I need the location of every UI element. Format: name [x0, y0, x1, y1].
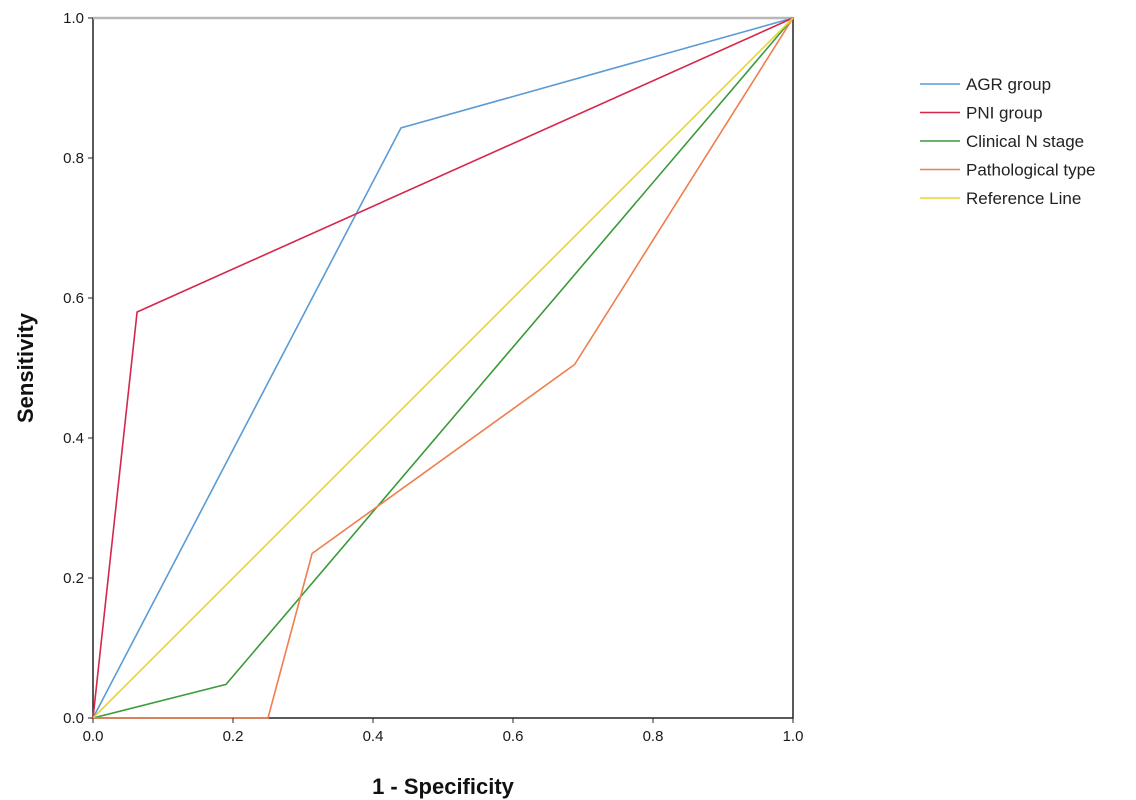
y-axis-ticks: 0.0 0.2 0.4 0.6 0.8 1.0	[63, 10, 93, 727]
x-tick-label: 0.0	[83, 728, 104, 745]
series-line-agr-group	[92, 17, 794, 719]
series-line-pni-group	[92, 17, 794, 719]
series-line-clinical-n-stage	[92, 17, 794, 719]
series-layer	[92, 17, 794, 719]
y-axis-title: Sensitivity	[13, 312, 38, 423]
series-line-pathological-type	[93, 17, 794, 719]
x-axis-ticks: 0.0 0.2 0.4 0.6 0.8 1.0	[83, 718, 804, 745]
x-tick-label: 0.2	[223, 728, 244, 745]
series-line-reference-line	[92, 17, 794, 719]
x-axis-title: 1 - Specificity	[372, 774, 515, 799]
y-tick-label: 0.4	[63, 430, 84, 447]
x-tick-label: 0.8	[643, 728, 664, 745]
legend-label-pni-group: PNI group	[966, 104, 1043, 123]
y-tick-label: 0.6	[63, 290, 84, 307]
x-tick-label: 0.4	[363, 728, 384, 745]
legend-label-agr-group: AGR group	[966, 75, 1051, 94]
legend: AGR group PNI group Clinical N stage Pathol…	[920, 75, 1095, 208]
y-tick-label: 0.2	[63, 570, 84, 587]
y-tick-label: 1.0	[63, 10, 84, 27]
y-tick-label: 0.8	[63, 150, 84, 167]
x-tick-label: 1.0	[783, 728, 804, 745]
legend-label-clinical-n-stage: Clinical N stage	[966, 132, 1084, 151]
x-tick-label: 0.6	[503, 728, 524, 745]
legend-label-pathological-type: Pathological type	[966, 161, 1095, 180]
y-tick-label: 0.0	[63, 710, 84, 727]
legend-label-reference-line: Reference Line	[966, 189, 1081, 208]
